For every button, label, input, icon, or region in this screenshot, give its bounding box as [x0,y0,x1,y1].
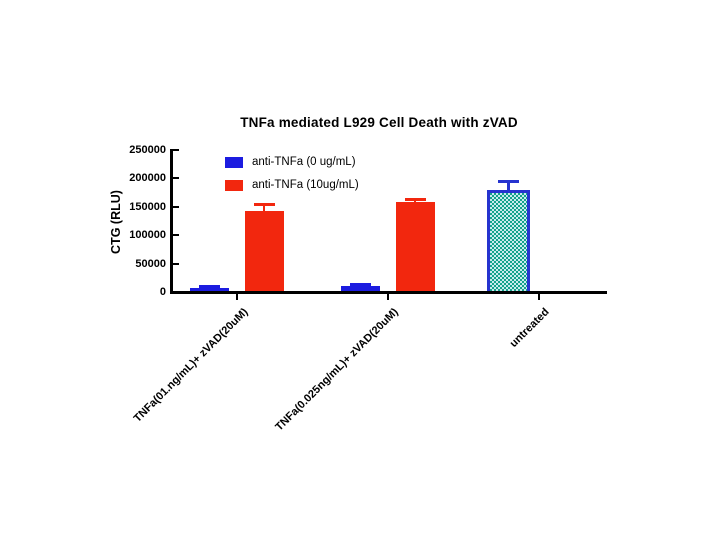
bar-anti-tnfa-10ug-ml [244,211,284,294]
x-category-label-tnfa-0-025ng-ml-zvad-20um: TNFa(0.025ng/mL)+ zVAD(20uM) [273,306,401,434]
y-tick-label: 150000 [129,200,166,213]
error-bar-cap [198,285,220,288]
y-tick [172,149,179,151]
legend-label: anti-TNFa (10ug/mL) [252,179,359,191]
error-bar-line [358,284,362,290]
bar-anti-tnfa-10ug-ml [395,202,435,294]
chart-legend: anti-TNFa (0 ug/mL) anti-TNFa (10ug/mL) [225,154,359,200]
y-tick [172,234,179,237]
legend-item-anti-tnfa-0-ug-ml: anti-TNFa (0 ug/mL) [225,154,359,170]
error-bar-line [262,204,266,215]
y-tick-label: 50000 [135,257,166,270]
error-bar-cap [253,203,275,206]
x-tick [235,293,238,300]
x-category-label-untreated: untreated [508,306,552,350]
x-tick [386,293,389,300]
legend-swatch [225,156,243,168]
y-tick [172,262,179,265]
x-tick [537,293,540,300]
chart-title: TNFa mediated L929 Cell Death with zVAD [240,115,518,130]
error-bar-line [207,286,211,292]
y-axis-line [170,149,173,293]
y-tick-label: 0 [159,286,166,298]
legend-item-anti-tnfa-10ug-ml: anti-TNFa (10ug/mL) [225,177,359,193]
legend-swatch [225,179,243,191]
y-tick-label: 200000 [129,172,166,185]
error-bar-cap [498,180,519,183]
bar-anti-tnfa-0-ug-ml [340,286,380,294]
y-tick [172,177,179,180]
x-axis-line [170,291,607,294]
error-bar-cap [349,283,371,286]
error-bar-cap [404,198,426,201]
y-tick [172,205,179,208]
bar-untreated [487,189,530,294]
y-tick-label: 250000 [129,144,166,156]
legend-label: anti-TNFa (0 ug/mL) [252,156,356,168]
error-bar-line [413,199,417,206]
y-tick-label: 100000 [129,229,166,242]
error-bar-line [507,181,510,193]
x-category-label-tnfa-01-ng-ml-zvad-20um: TNFa(01.ng/mL)+ zVAD(20uM) [131,306,250,425]
